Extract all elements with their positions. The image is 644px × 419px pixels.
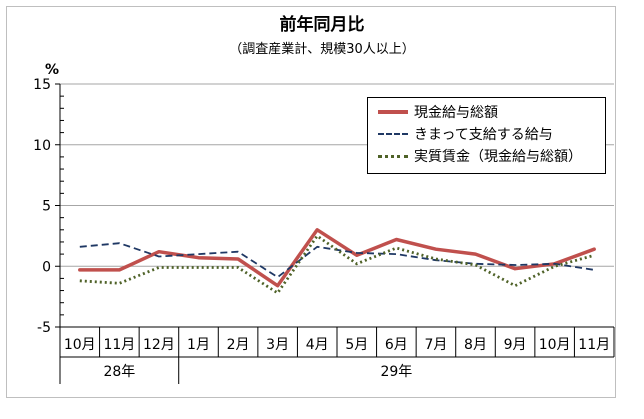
- y-tick-label: 10: [33, 138, 51, 154]
- chart-frame: [6, 6, 616, 398]
- year-label: 29年: [380, 364, 412, 380]
- legend-label-1: 現金給与総額: [414, 105, 498, 121]
- y-tick-label: 15: [33, 77, 51, 93]
- legend-label-3: 実質賃金（現金給与総額）: [414, 149, 582, 165]
- y-tick-labels: 15 10 5 0 -5: [33, 77, 51, 336]
- chart-subtitle: （調査産業計、規模30人以上）: [229, 41, 415, 57]
- x-tick-label: 11月: [103, 337, 135, 353]
- x-tick-label: 1月: [187, 337, 210, 353]
- year-label: 28年: [103, 364, 135, 380]
- x-tick-label: 3月: [266, 337, 289, 353]
- x-tick-label: 10月: [64, 337, 96, 353]
- x-tick-label: 9月: [504, 337, 527, 353]
- legend-item-2: きまって支給する給与: [378, 124, 553, 144]
- x-tick-label: 12月: [143, 337, 175, 353]
- series-line-2: [79, 242, 595, 279]
- x-tick-label: 11月: [578, 337, 610, 353]
- chart-title: 前年同月比: [280, 14, 365, 35]
- legend-item-3: 実質賃金（現金給与総額）: [378, 146, 582, 166]
- y-tick-label: 0: [42, 259, 51, 275]
- series-lines: [78, 228, 596, 295]
- legend-item-1: 現金給与総額: [378, 102, 498, 122]
- legend: 現金給与総額 きまって支給する給与 実質賃金（現金給与総額）: [367, 97, 606, 174]
- legend-swatch-3: [378, 154, 408, 158]
- y-axis-unit: %: [45, 62, 59, 78]
- x-tick-label: 5月: [345, 337, 368, 353]
- x-tick-label: 4月: [306, 337, 329, 353]
- axes: [55, 83, 615, 384]
- x-tick-label: 7月: [424, 337, 447, 353]
- y-tick-label: -5: [37, 320, 51, 336]
- legend-swatch-2: [378, 133, 408, 135]
- legend-swatch-1: [378, 110, 408, 114]
- x-tick-label: 10月: [539, 337, 571, 353]
- x-tick-label: 2月: [227, 337, 250, 353]
- x-tick-label: 6月: [385, 337, 408, 353]
- x-tick-labels: 10月 11月 12月 1月 2月 3月 4月 5月 6月 7月 8月 9月 10月 11月: [64, 337, 610, 353]
- series-line-1: [78, 228, 596, 288]
- x-tick-label: 8月: [464, 337, 487, 353]
- y-tick-label: 5: [42, 199, 51, 215]
- legend-label-2: きまって支給する給与: [414, 127, 553, 143]
- year-group-labels: 28年 29年: [103, 364, 412, 380]
